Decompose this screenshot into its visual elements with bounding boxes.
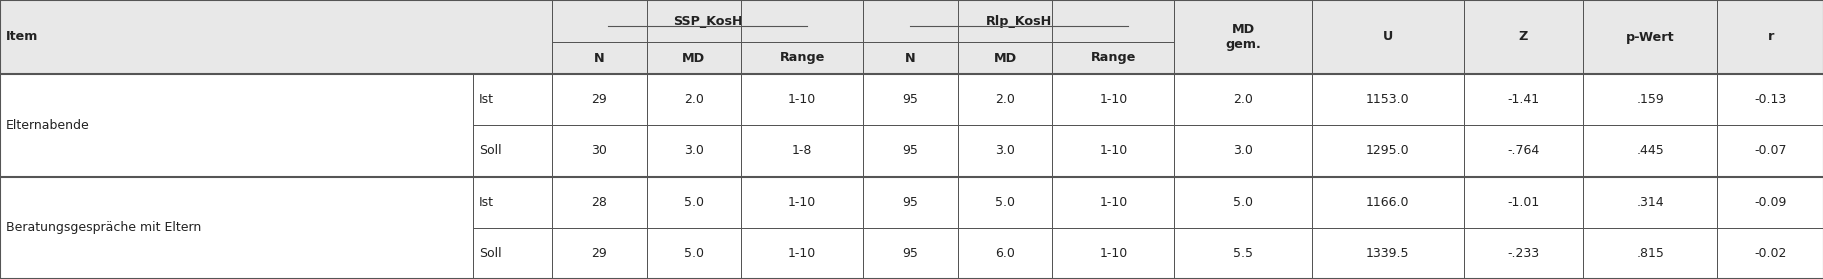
Text: Ist: Ist <box>478 93 494 106</box>
Text: MD: MD <box>994 52 1015 64</box>
Text: 95: 95 <box>902 93 919 106</box>
Text: Range: Range <box>1090 52 1136 64</box>
Text: N: N <box>904 52 915 64</box>
Text: Range: Range <box>778 52 824 64</box>
Text: 1153.0: 1153.0 <box>1365 93 1409 106</box>
Text: r: r <box>1766 30 1772 44</box>
Text: 95: 95 <box>902 144 919 157</box>
Text: Item: Item <box>5 30 38 44</box>
Bar <box>0 0 1823 74</box>
Text: 6.0: 6.0 <box>995 247 1014 260</box>
Text: 1-10: 1-10 <box>788 93 817 106</box>
Text: 3.0: 3.0 <box>1232 144 1252 157</box>
Text: -.764: -.764 <box>1506 144 1539 157</box>
Text: SSP_KosH: SSP_KosH <box>673 15 742 28</box>
Text: MD
gem.: MD gem. <box>1225 23 1260 51</box>
Text: U: U <box>1382 30 1393 44</box>
Text: 95: 95 <box>902 196 919 209</box>
Text: .445: .445 <box>1635 144 1663 157</box>
Text: .314: .314 <box>1635 196 1663 209</box>
Text: Ist: Ist <box>478 196 494 209</box>
Text: 3.0: 3.0 <box>684 144 704 157</box>
Text: 2.0: 2.0 <box>1232 93 1252 106</box>
Text: Rlp_KosH: Rlp_KosH <box>984 15 1052 28</box>
Text: 5.0: 5.0 <box>684 196 704 209</box>
Text: 30: 30 <box>591 144 607 157</box>
Text: -1.01: -1.01 <box>1506 196 1539 209</box>
Text: 2.0: 2.0 <box>684 93 704 106</box>
Text: 1166.0: 1166.0 <box>1365 196 1409 209</box>
Text: 3.0: 3.0 <box>995 144 1014 157</box>
Text: .159: .159 <box>1635 93 1663 106</box>
Text: MD: MD <box>682 52 706 64</box>
Text: 5.0: 5.0 <box>995 196 1014 209</box>
Text: 1-10: 1-10 <box>1099 247 1127 260</box>
Bar <box>0 74 1823 279</box>
Text: 1295.0: 1295.0 <box>1365 144 1409 157</box>
Text: 28: 28 <box>591 196 607 209</box>
Text: Elternabende: Elternabende <box>5 119 89 132</box>
Text: -1.41: -1.41 <box>1506 93 1539 106</box>
Text: 2.0: 2.0 <box>995 93 1014 106</box>
Text: Soll: Soll <box>478 144 501 157</box>
Text: -0.02: -0.02 <box>1754 247 1787 260</box>
Text: 1-10: 1-10 <box>788 196 817 209</box>
Text: -0.07: -0.07 <box>1754 144 1787 157</box>
Text: -.233: -.233 <box>1506 247 1539 260</box>
Text: Z: Z <box>1519 30 1528 44</box>
Text: 5.0: 5.0 <box>684 247 704 260</box>
Text: p-Wert: p-Wert <box>1624 30 1674 44</box>
Text: 1-8: 1-8 <box>791 144 811 157</box>
Text: 1-10: 1-10 <box>1099 93 1127 106</box>
Text: 29: 29 <box>591 93 607 106</box>
Text: 1339.5: 1339.5 <box>1365 247 1409 260</box>
Text: Beratungsgespräche mit Eltern: Beratungsgespräche mit Eltern <box>5 221 201 234</box>
Text: 95: 95 <box>902 247 919 260</box>
Text: 1-10: 1-10 <box>788 247 817 260</box>
Text: -0.09: -0.09 <box>1754 196 1787 209</box>
Text: 1-10: 1-10 <box>1099 196 1127 209</box>
Text: 5.5: 5.5 <box>1232 247 1252 260</box>
Text: -0.13: -0.13 <box>1754 93 1787 106</box>
Text: Soll: Soll <box>478 247 501 260</box>
Text: .815: .815 <box>1635 247 1663 260</box>
Text: 29: 29 <box>591 247 607 260</box>
Text: 1-10: 1-10 <box>1099 144 1127 157</box>
Text: N: N <box>594 52 605 64</box>
Text: 5.0: 5.0 <box>1232 196 1252 209</box>
